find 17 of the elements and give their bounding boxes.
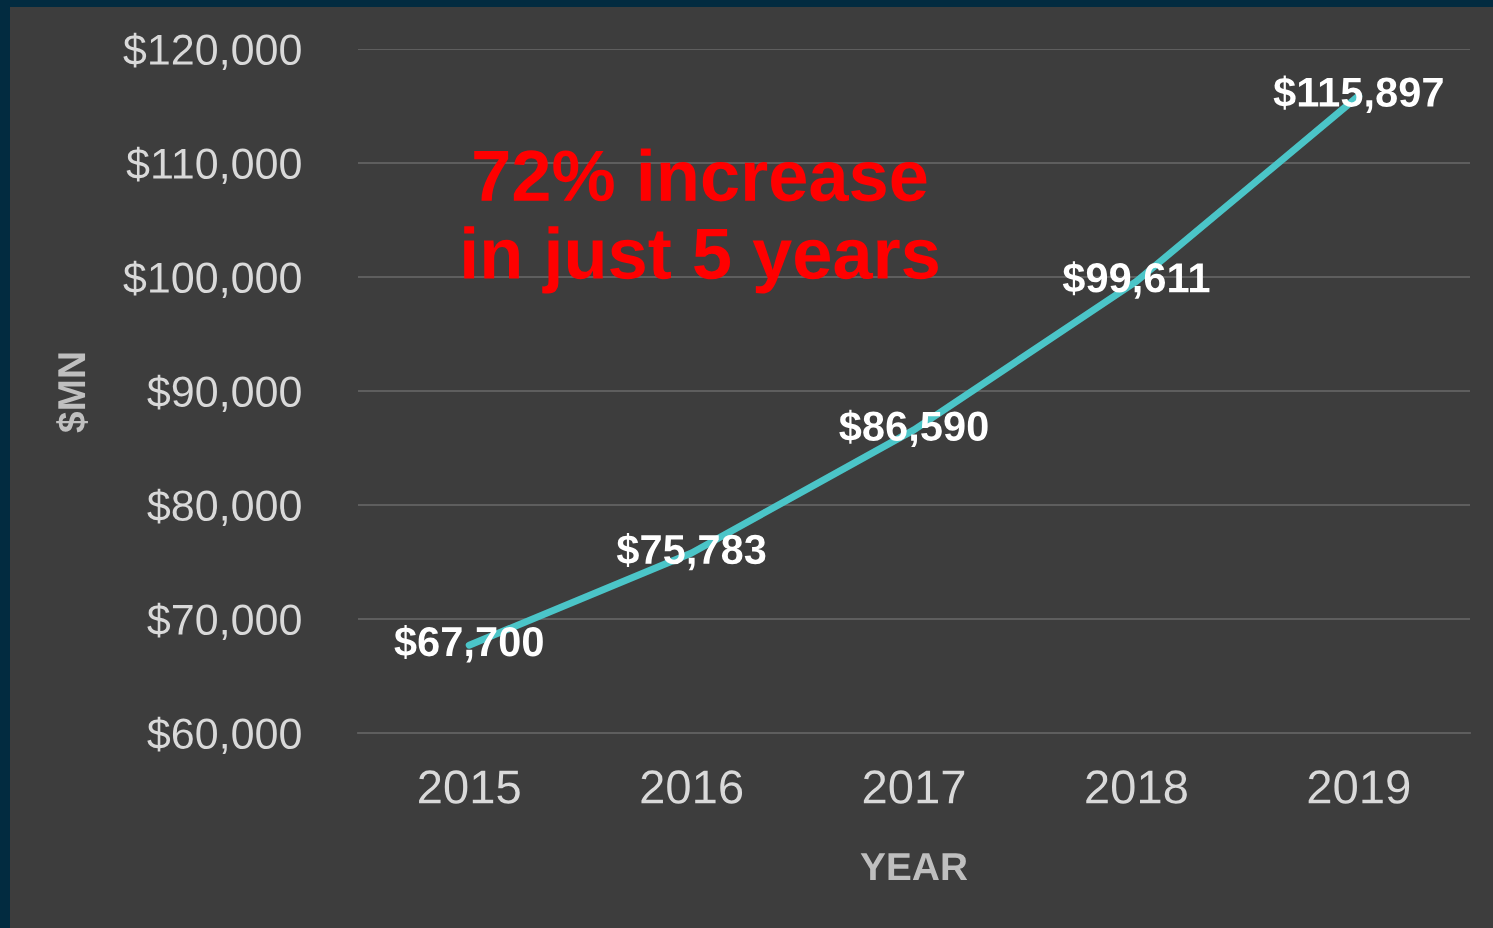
y-tick-label: $100,000 [123, 260, 301, 299]
x-tick-label: 2019 [1308, 770, 1410, 804]
x-tick-label: 2018 [1086, 770, 1187, 804]
x-tick-label: 2015 [419, 770, 520, 804]
y-tick-label: $80,000 [147, 488, 301, 527]
y-axis-title: $MN [56, 353, 88, 433]
x-axis-title: YEAR [860, 853, 968, 881]
data-label: $67,700 [394, 625, 543, 663]
y-tick-label: $120,000 [123, 32, 301, 71]
x-tick-label: 2017 [863, 770, 965, 804]
y-tick-label: $70,000 [147, 602, 301, 641]
data-label: $115,897 [1273, 75, 1443, 113]
y-tick-label: $90,000 [147, 374, 301, 413]
x-tick-label: 2016 [641, 770, 743, 804]
y-tick-label: $60,000 [147, 716, 301, 755]
y-tick-label: $110,000 [126, 146, 301, 185]
annotation: 72% increase in just 5 years [464, 148, 938, 294]
